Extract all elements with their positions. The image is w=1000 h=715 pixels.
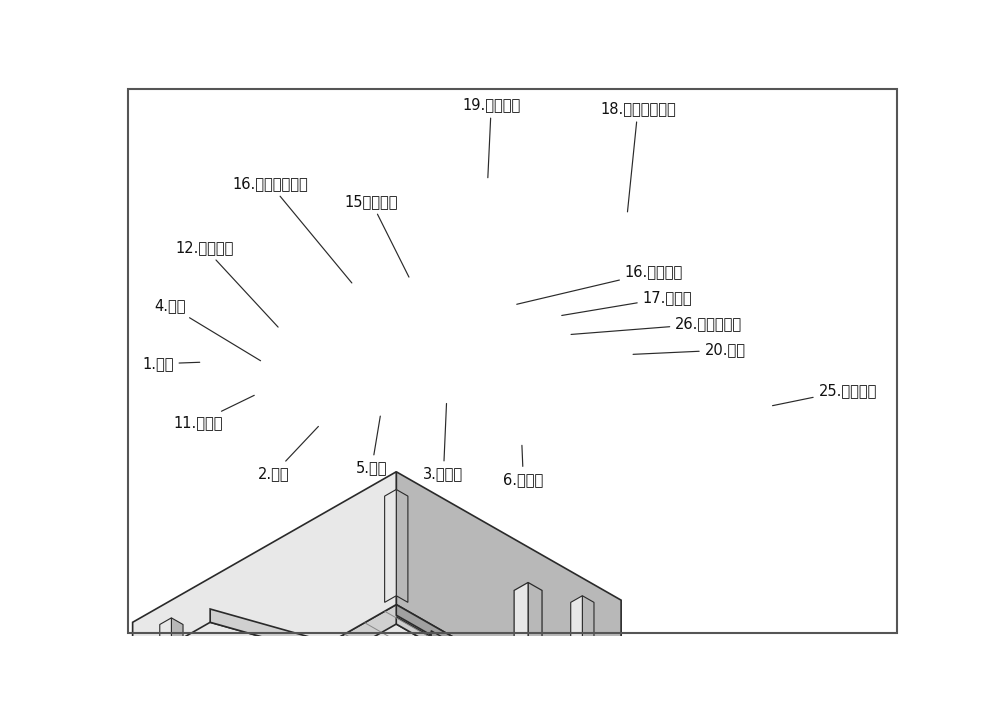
Text: 26.气缸机械手: 26.气缸机械手 [571, 316, 742, 335]
Polygon shape [109, 622, 326, 713]
Polygon shape [133, 605, 621, 715]
Polygon shape [514, 583, 528, 715]
Text: 2.托盘: 2.托盘 [258, 426, 318, 481]
Polygon shape [582, 596, 594, 709]
Polygon shape [311, 706, 325, 715]
Text: 17.缓存区: 17.缓存区 [562, 290, 692, 315]
Polygon shape [571, 596, 582, 709]
Text: 4.气缸: 4.气缸 [154, 299, 261, 361]
Polygon shape [171, 618, 183, 715]
Polygon shape [133, 472, 396, 715]
Polygon shape [160, 618, 171, 715]
Text: 3.侧挡板: 3.侧挡板 [423, 403, 464, 481]
Polygon shape [396, 605, 621, 715]
Polygon shape [297, 706, 311, 715]
Polygon shape [412, 640, 629, 715]
Text: 18.齿轮齿条传送: 18.齿轮齿条传送 [600, 102, 676, 212]
Text: 16.齿轮齿条传动: 16.齿轮齿条传动 [232, 177, 352, 283]
Text: 12.伺服电机: 12.伺服电机 [175, 240, 278, 327]
Polygon shape [396, 490, 408, 602]
Polygon shape [385, 490, 396, 602]
Polygon shape [431, 631, 458, 686]
Text: 6.扫码器: 6.扫码器 [503, 445, 543, 487]
Text: 19.伺服电机: 19.伺服电机 [462, 97, 520, 178]
Polygon shape [396, 472, 621, 715]
Text: 25.成品托盘: 25.成品托盘 [773, 383, 877, 405]
Text: 20.丝杠: 20.丝杠 [633, 342, 746, 358]
Polygon shape [644, 649, 658, 715]
Text: 16.拇指气缸: 16.拇指气缸 [517, 265, 683, 305]
Text: 15．机械手: 15．机械手 [344, 194, 409, 277]
Polygon shape [630, 649, 644, 715]
Polygon shape [629, 640, 823, 715]
Polygon shape [210, 609, 326, 655]
Polygon shape [311, 624, 528, 715]
Polygon shape [396, 617, 528, 699]
Polygon shape [675, 658, 691, 711]
Text: 1.滑道: 1.滑道 [142, 356, 200, 371]
Text: 11.喷码器: 11.喷码器 [173, 395, 254, 430]
Text: 5.滚筒: 5.滚筒 [356, 416, 387, 475]
Polygon shape [528, 583, 542, 715]
